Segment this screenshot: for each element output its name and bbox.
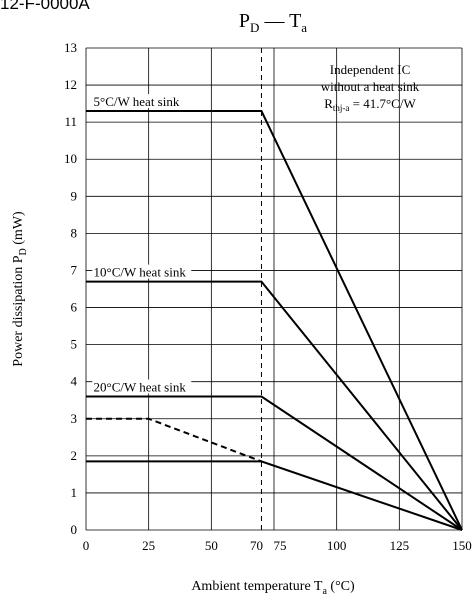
series-label: 5°C/W heat sink [94, 94, 180, 109]
series-label-bg [92, 379, 192, 394]
y-tick-label: 4 [71, 374, 78, 389]
y-tick-label: 9 [71, 188, 78, 203]
y-tick-label: 6 [71, 300, 78, 315]
series-line-3 [86, 395, 463, 531]
y-tick-label: 12 [64, 77, 77, 92]
series-labels: 5°C/W heat sink 10°C/W heat sink 20°C/W he… [92, 94, 192, 395]
y-tick-label: 0 [71, 522, 78, 537]
y-tick-label: 2 [71, 448, 78, 463]
y-tick-label: 5 [71, 337, 78, 352]
x-axis-label: Ambient temperature Ta (°C) [191, 579, 355, 597]
x-tick-label: 100 [327, 538, 347, 553]
y-tick-label: 7 [71, 262, 78, 277]
annotation-box: Independent IC without a heat sink Rthj-… [321, 62, 420, 113]
x-tick-label: 25 [142, 538, 155, 553]
chart-title: PD — Ta [239, 10, 307, 35]
y-tick-label: 13 [64, 40, 77, 55]
series-label-bg [92, 94, 185, 109]
y-tick-label: 8 [71, 225, 78, 240]
x-tick-label: 75 [274, 538, 287, 553]
y-tick-label: 3 [71, 411, 78, 426]
y-tick-label: 1 [71, 485, 78, 500]
annotation-line3: Rthj-a = 41.7°C/W [324, 96, 416, 113]
x-tick-label: 0 [83, 538, 90, 553]
series-label: 20°C/W heat sink [94, 380, 187, 395]
x-tick-label: 125 [390, 538, 410, 553]
grid [85, 47, 463, 531]
doc-code: 12-F-0000A [0, 0, 90, 13]
y-tick-label: 10 [64, 151, 77, 166]
x-tick-label: 50 [205, 538, 218, 553]
series-line-5 [86, 460, 463, 531]
annotation-line2: without a heat sink [321, 79, 420, 94]
series-label: 10°C/W heat sink [94, 265, 187, 280]
x-tick-label: 150 [452, 538, 472, 553]
series-label-bg [92, 264, 192, 279]
series-line-1 [86, 110, 463, 531]
series-line-2 [86, 280, 463, 531]
series-line-4 [86, 417, 262, 463]
y-axis-label: Power dissipation PD (mW) [11, 211, 29, 367]
y-tick-label: 11 [64, 114, 77, 129]
annotation-line1: Independent IC [330, 62, 411, 77]
x-tick-label: 70 [250, 538, 263, 553]
plot-lines [86, 110, 463, 531]
